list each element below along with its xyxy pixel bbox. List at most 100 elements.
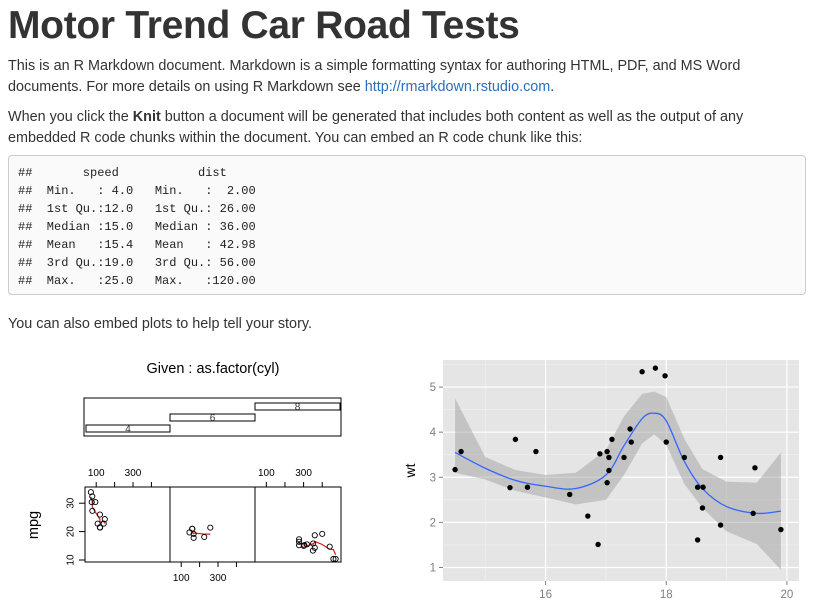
data-point — [750, 510, 756, 517]
x-tick-label: 100 — [173, 573, 190, 584]
ggplot-chart: 16 18 20 1 2 3 4 5 wt — [402, 360, 799, 601]
y-tick-label: 3 — [430, 472, 436, 484]
x-tick-label: 300 — [295, 468, 312, 479]
code-line: ## speed dist — [18, 166, 278, 180]
data-point — [681, 454, 688, 461]
smooth-line-cyl-6 — [189, 529, 211, 535]
x-tick-label: 300 — [210, 573, 227, 584]
code-output-block: ## speed dist ## Min. : 4.0 Min. : 2.00 … — [8, 155, 806, 295]
data-point — [190, 530, 197, 537]
data-point — [752, 465, 758, 471]
data-point — [717, 454, 724, 461]
rmarkdown-link[interactable]: http://rmarkdown.rstudio.com — [364, 78, 551, 95]
data-point — [604, 479, 610, 486]
x-tick-label: 100 — [258, 468, 275, 479]
data-point — [585, 513, 591, 519]
data-point — [627, 426, 633, 432]
data-point — [87, 489, 94, 496]
data-point — [606, 467, 612, 474]
given-panel — [83, 397, 342, 437]
coplot-chart: Given : as.factor(cyl) 4 6 8 100 300 100 300 100… — [26, 361, 342, 584]
data-point — [662, 373, 668, 379]
plots-intro: You can also embed plots to help tell yo… — [8, 316, 312, 332]
code-line: ## 1st Qu.:12.0 1st Qu.: 26.00 — [18, 202, 271, 216]
x-tick-label: 16 — [539, 589, 552, 601]
given-label: 6 — [210, 413, 216, 424]
data-point — [301, 542, 308, 549]
data-point — [524, 484, 531, 490]
data-point — [326, 543, 333, 550]
data-point — [319, 530, 326, 537]
data-point — [458, 448, 464, 455]
data-point — [300, 542, 307, 549]
coplot-panel-8 — [254, 486, 342, 563]
data-point — [207, 524, 214, 531]
intro-text: This is an R Markdown document. Markdown… — [8, 58, 741, 95]
data-point — [609, 436, 615, 443]
data-point — [533, 448, 539, 455]
y-tick-label: 20 — [66, 526, 77, 538]
given-label: 4 — [125, 424, 131, 435]
coplot-title: Given : as.factor(cyl) — [147, 361, 280, 377]
data-point — [89, 507, 96, 514]
coplot-panel-4 — [84, 486, 171, 563]
data-point — [190, 534, 197, 541]
data-point — [606, 454, 612, 461]
plot-panel-background — [443, 360, 799, 581]
y-tick-label: 4 — [430, 427, 437, 439]
data-point — [88, 499, 95, 506]
data-point — [595, 541, 601, 548]
data-point — [89, 493, 96, 500]
smooth-line-cyl-8 — [298, 540, 337, 556]
data-point — [96, 511, 103, 518]
data-point — [507, 484, 513, 491]
data-point — [332, 555, 339, 562]
data-point — [309, 547, 316, 554]
data-point — [699, 505, 706, 511]
given-bar-8 — [254, 402, 341, 411]
x-tick-label: 300 — [125, 468, 142, 479]
y-tick-label: 1 — [430, 562, 436, 574]
data-point — [100, 520, 107, 527]
data-point — [628, 439, 634, 445]
given-bar-6 — [169, 413, 256, 422]
code-line: ## Mean :15.4 Mean : 42.98 — [18, 238, 271, 252]
data-point — [652, 365, 659, 371]
data-point — [296, 538, 303, 545]
data-point — [604, 448, 610, 455]
knit-text-post: button a document will be generated that… — [8, 109, 744, 146]
data-point — [97, 524, 104, 531]
data-point — [717, 522, 724, 528]
knit-bold: Knit — [132, 109, 161, 125]
data-point — [700, 484, 706, 490]
y-axis-label: wt — [402, 463, 418, 478]
data-point — [201, 533, 208, 541]
page-title: Motor Trend Car Road Tests — [8, 4, 520, 47]
data-point — [621, 454, 627, 461]
data-point — [567, 491, 573, 498]
smooth-line — [454, 412, 781, 515]
data-point — [694, 537, 701, 543]
data-point — [778, 526, 784, 533]
knit-paragraph: When you click the Knit button a documen… — [8, 107, 798, 148]
code-line: ## 3rd Qu.:19.0 3rd Qu.: 56.00 — [18, 256, 271, 270]
given-label: 8 — [295, 402, 301, 413]
x-tick-label: 20 — [781, 589, 794, 601]
y-tick-label: 2 — [430, 517, 436, 529]
data-point — [296, 536, 303, 543]
data-point — [452, 466, 458, 473]
data-point — [101, 516, 108, 523]
y-axis-label: mpg — [26, 511, 42, 539]
data-point — [663, 439, 669, 445]
given-bar-4 — [85, 424, 171, 433]
data-point — [639, 369, 645, 375]
data-point — [186, 529, 193, 536]
data-point — [330, 555, 337, 562]
code-line: ## Median :15.0 Median : 36.00 — [18, 220, 271, 234]
data-point — [310, 540, 317, 547]
intro-period: . — [550, 78, 555, 95]
code-line: ## Min. : 4.0 Min. : 2.00 — [18, 184, 271, 198]
data-point — [597, 451, 603, 457]
data-point — [303, 541, 310, 548]
data-point — [311, 532, 318, 539]
